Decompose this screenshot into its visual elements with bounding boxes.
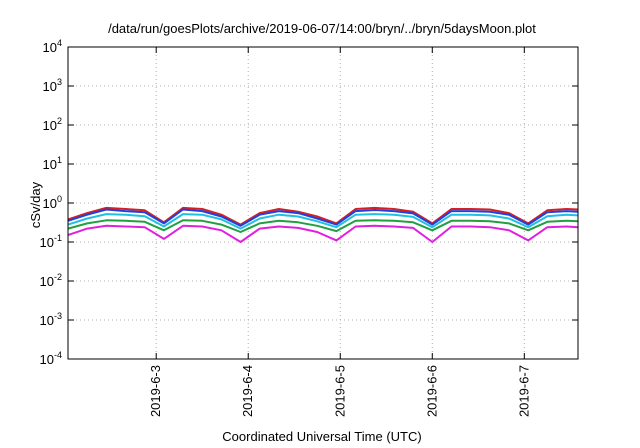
series-line-1 [67, 206, 579, 226]
series-group [67, 206, 579, 243]
y-tick-label: 104 [43, 38, 62, 55]
series-line-2 [67, 208, 579, 227]
y-axis-label: cSv/day [28, 181, 43, 228]
series-line-4 [67, 219, 579, 233]
x-tick-label: 2019-6-4 [240, 365, 255, 417]
y-tick-label: 10-4 [40, 350, 62, 367]
x-axis: 2019-6-3 2019-6-4 2019-6-5 2019-6-6 2019-6-7 [148, 47, 531, 417]
x-axis-label: Coordinated Universal Time (UTC) [222, 429, 421, 444]
x-tick-label: 2019-6-3 [148, 365, 163, 417]
y-tick-label: 10-1 [40, 233, 62, 250]
series-line-5 [67, 224, 579, 243]
y-tick-label: 100 [43, 194, 62, 211]
y-tick-label: 10-2 [40, 272, 62, 289]
x-tick-label: 2019-6-7 [516, 365, 531, 417]
y-tick-label: 103 [43, 77, 62, 94]
gridlines [68, 47, 578, 359]
y-tick-label: 10-3 [40, 311, 62, 328]
chart-title: /data/run/goesPlots/archive/2019-06-07/1… [108, 21, 536, 36]
y-tick-label: 102 [43, 116, 62, 133]
x-tick-label: 2019-6-6 [424, 365, 439, 417]
y-tick-label: 101 [43, 155, 62, 172]
x-tick-label: 2019-6-5 [332, 365, 347, 417]
series-line-3 [67, 213, 579, 230]
y-axis: 10-4 10-3 10-2 10-1 100 101 102 103 104 [40, 38, 578, 367]
